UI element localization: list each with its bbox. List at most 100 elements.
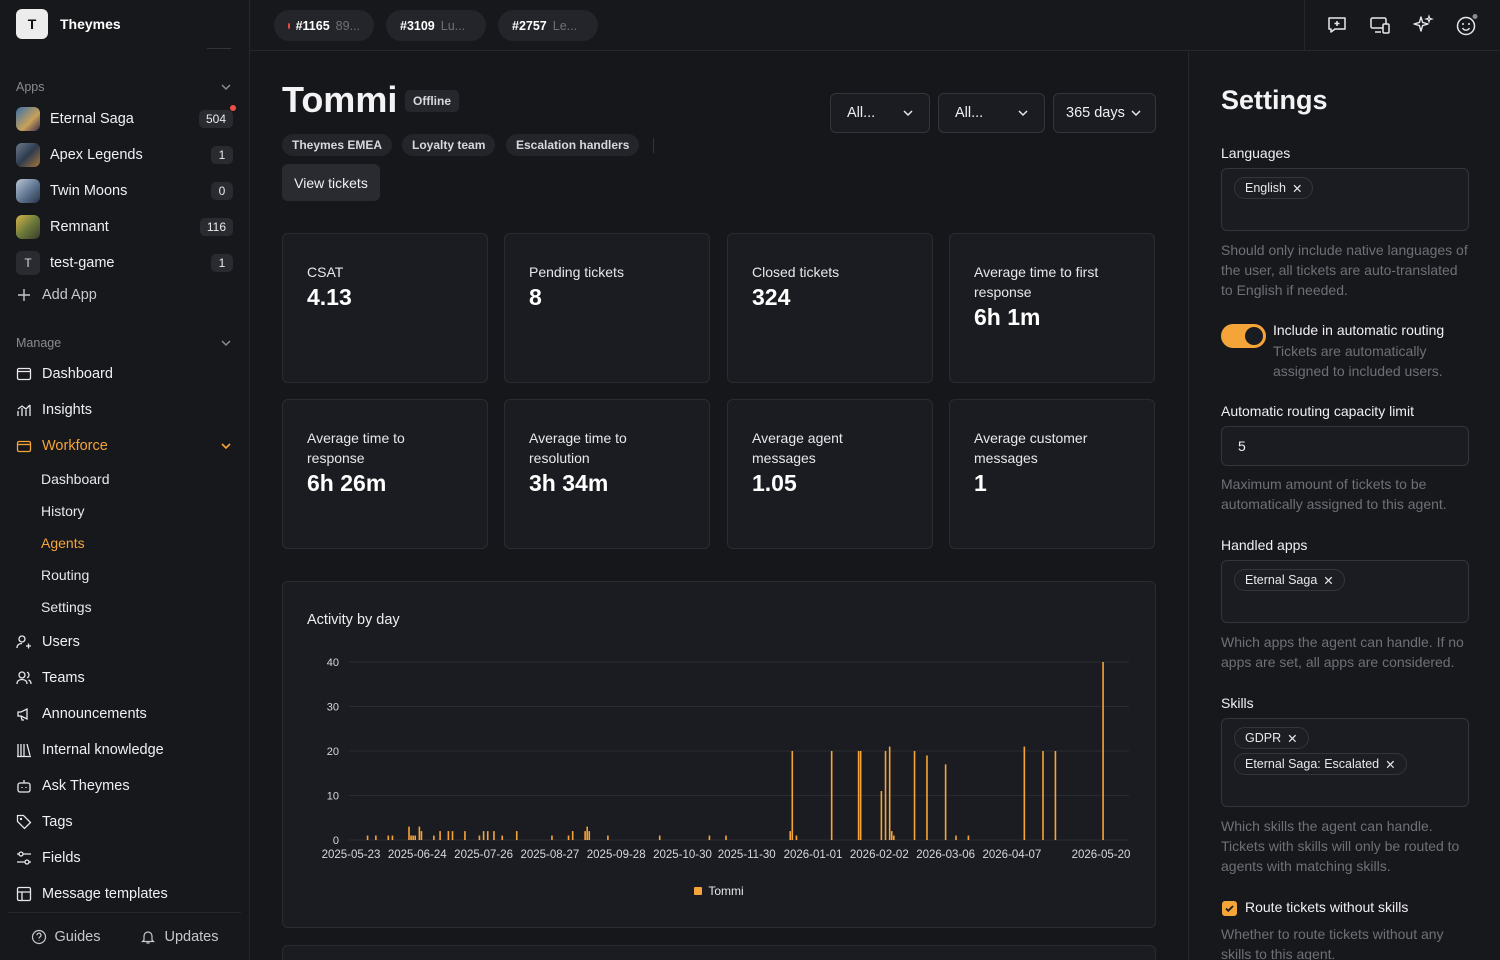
app-item-twin-moons[interactable]: Twin Moons 0 <box>16 175 233 207</box>
remove-tag-icon[interactable]: ✕ <box>1287 731 1298 746</box>
ticket-tab-2757[interactable]: #2757 Le... <box>498 10 598 41</box>
nav-users[interactable]: Users <box>16 626 233 658</box>
activity-bar <box>926 755 928 840</box>
app-tag[interactable]: Eternal Saga ✕ <box>1234 569 1345 591</box>
users-icon <box>16 671 32 685</box>
activity-bar <box>515 831 518 840</box>
stat-label: Average agent messages <box>752 430 843 466</box>
capacity-label: Automatic routing capacity limit <box>1221 403 1414 419</box>
nav-insights[interactable]: Insights <box>16 394 233 426</box>
period-select[interactable]: 365 days <box>1053 93 1156 133</box>
nav-ask-theymes[interactable]: Ask Theymes <box>16 770 233 802</box>
nav-label: Insights <box>42 402 92 418</box>
app-count-badge: 1 <box>211 254 233 272</box>
divider <box>653 138 654 153</box>
guides-button[interactable]: Guides <box>31 928 101 945</box>
twin-moons-avatar <box>16 179 40 203</box>
help-icon <box>31 929 46 944</box>
ticket-tab-1165[interactable]: #1165 89... <box>274 10 374 41</box>
chart-legend[interactable]: Tommi <box>283 884 1155 898</box>
x-tick-label: 2025-09-28 <box>587 849 646 861</box>
x-tick-label: 2025-07-26 <box>454 849 513 861</box>
activity-bar <box>708 835 711 840</box>
nav-announcements[interactable]: Announcements <box>16 698 233 730</box>
ticket-preview: Lu... <box>440 18 466 33</box>
stat-card-closed: Closed tickets 324 <box>727 233 933 383</box>
remove-tag-icon[interactable]: ✕ <box>1385 757 1396 772</box>
app-item-eternal-saga[interactable]: Eternal Saga 504 <box>16 103 236 135</box>
status-badge: Offline <box>405 90 459 112</box>
chevron-down-icon <box>221 340 231 347</box>
capacity-input[interactable]: 5 <box>1221 426 1469 466</box>
nav-workforce[interactable]: Workforce <box>16 430 233 462</box>
nav-dashboard[interactable]: Dashboard <box>16 358 233 390</box>
devices-icon[interactable] <box>1369 14 1391 36</box>
add-app-button[interactable]: Add App <box>16 279 233 311</box>
activity-bar <box>893 835 895 840</box>
languages-field[interactable]: English ✕ <box>1221 168 1469 231</box>
activity-bar <box>433 835 435 840</box>
subnav-settings[interactable]: Settings <box>41 599 92 615</box>
nav-internal-knowledge[interactable]: Internal knowledge <box>16 734 233 766</box>
route-without-skills-checkbox[interactable] <box>1222 901 1237 916</box>
divider <box>207 48 231 49</box>
apps-section-header[interactable]: Apps <box>16 80 233 94</box>
subnav-history[interactable]: History <box>41 503 85 519</box>
guides-label: Guides <box>54 928 101 945</box>
team-chip[interactable]: Escalation handlers <box>506 134 640 156</box>
updates-label: Updates <box>164 928 219 945</box>
activity-bar <box>955 835 957 840</box>
subnav-agents[interactable]: Agents <box>41 535 85 551</box>
nav-teams[interactable]: Teams <box>16 662 233 694</box>
activity-bar <box>888 746 891 840</box>
filter-select-2[interactable]: All... <box>938 93 1045 133</box>
remove-tag-icon[interactable]: ✕ <box>1292 181 1303 196</box>
team-chip[interactable]: Loyalty team <box>402 134 496 156</box>
subnav-dashboard[interactable]: Dashboard <box>41 471 110 487</box>
team-chip[interactable]: Theymes EMEA <box>282 134 393 156</box>
automatic-routing-toggle[interactable] <box>1221 324 1266 348</box>
stat-value: 324 <box>752 284 791 310</box>
sparkles-icon[interactable] <box>1412 14 1434 36</box>
activity-bar <box>857 751 860 840</box>
filter-select-1[interactable]: All... <box>830 93 930 133</box>
stat-card-resolution: Average time to resolution 3h 34m <box>504 399 710 549</box>
chevron-down-icon <box>903 110 913 117</box>
new-message-icon[interactable] <box>1326 14 1348 36</box>
y-tick-label: 20 <box>327 746 339 758</box>
ticket-tab-3109[interactable]: #3109 Lu... <box>386 10 486 41</box>
ticket-preview: Le... <box>552 18 578 33</box>
languages-help: Should only include native languages of … <box>1221 242 1468 298</box>
top-bar: #1165 89... #3109 Lu... #2757 Le... <box>250 0 1500 51</box>
skills-field[interactable]: GDPR ✕ Eternal Saga: Escalated ✕ <box>1221 718 1469 807</box>
chart-icon <box>17 404 31 416</box>
app-item-remnant[interactable]: Remnant 116 <box>16 211 233 243</box>
manage-section-header[interactable]: Manage <box>16 336 233 350</box>
workspace-switcher[interactable]: T Theymes <box>16 9 121 39</box>
nav-label: Internal knowledge <box>42 742 164 758</box>
activity-bar <box>408 826 410 840</box>
stat-card-response: Average time to response 6h 26m <box>282 399 488 549</box>
sidebar: T Theymes Apps Eternal Saga 504 Apex Leg… <box>0 0 250 960</box>
subnav-routing[interactable]: Routing <box>41 567 90 583</box>
nav-fields[interactable]: Fields <box>16 842 233 874</box>
nav-label: Teams <box>42 670 85 686</box>
activity-bar <box>551 835 553 840</box>
view-tickets-button[interactable]: View tickets <box>282 164 380 201</box>
nav-message-templates[interactable]: Message templates <box>16 878 233 910</box>
language-tag[interactable]: English ✕ <box>1234 177 1314 199</box>
updates-button[interactable]: Updates <box>140 929 218 945</box>
apps-section-label: Apps <box>16 80 45 94</box>
remove-tag-icon[interactable]: ✕ <box>1323 573 1334 588</box>
skill-tag[interactable]: GDPR ✕ <box>1234 727 1309 749</box>
app-item-apex-legends[interactable]: Apex Legends 1 <box>16 139 233 171</box>
settings-panel: Settings Languages English ✕ Should only… <box>1188 51 1500 960</box>
app-item-test-game[interactable]: T test-game 1 <box>16 247 233 279</box>
handled-apps-field[interactable]: Eternal Saga ✕ <box>1221 560 1469 623</box>
nav-label: Workforce <box>42 438 108 454</box>
unread-dot <box>288 22 290 29</box>
nav-tags[interactable]: Tags <box>16 806 233 838</box>
skill-tag[interactable]: Eternal Saga: Escalated ✕ <box>1234 753 1407 775</box>
nav-label: Ask Theymes <box>42 778 130 794</box>
profile-smiley-icon[interactable] <box>1455 13 1479 37</box>
